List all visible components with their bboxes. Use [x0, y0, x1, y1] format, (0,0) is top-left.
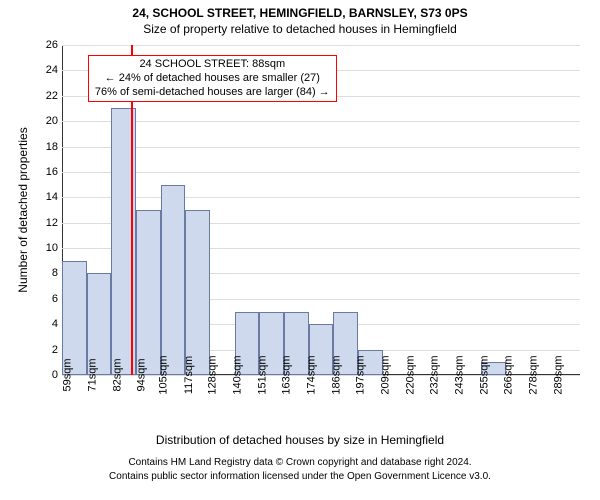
- plot-area: 59sqm71sqm82sqm94sqm105sqm117sqm128sqm14…: [62, 45, 580, 375]
- xtick-label: 232sqm: [425, 355, 441, 394]
- ytick-label: 14: [46, 191, 62, 203]
- xtick-label: 105sqm: [153, 355, 169, 394]
- chart-title-main: 24, SCHOOL STREET, HEMINGFIELD, BARNSLEY…: [0, 6, 600, 20]
- ytick-label: 12: [46, 217, 62, 229]
- annotation-line3: 76% of semi-detached houses are larger (…: [95, 86, 330, 100]
- ytick-label: 18: [46, 141, 62, 153]
- chart-title-sub: Size of property relative to detached ho…: [0, 22, 600, 36]
- xtick-label: 255sqm: [474, 355, 490, 394]
- xtick-label: 186sqm: [326, 355, 342, 394]
- xtick-label: 151sqm: [252, 355, 268, 394]
- xtick-label: 128sqm: [203, 355, 219, 394]
- bar: [161, 185, 186, 375]
- ytick-label: 16: [46, 166, 62, 178]
- xtick-label: 243sqm: [450, 355, 466, 394]
- ytick-label: 24: [46, 64, 62, 76]
- yaxis-title: Number of detached properties: [16, 45, 30, 375]
- annotation-line2: ← 24% of detached houses are smaller (27…: [95, 72, 330, 86]
- ytick-label: 2: [52, 344, 62, 356]
- xaxis-title: Distribution of detached houses by size …: [0, 433, 600, 447]
- xtick-label: 278sqm: [524, 355, 540, 394]
- xtick-label: 174sqm: [301, 355, 317, 394]
- caption-line2: Contains public sector information licen…: [0, 471, 600, 482]
- bar: [136, 210, 161, 375]
- xtick-label: 197sqm: [351, 355, 367, 394]
- ytick-label: 20: [46, 115, 62, 127]
- xtick-label: 140sqm: [227, 355, 243, 394]
- caption-line1: Contains HM Land Registry data © Crown c…: [0, 457, 600, 468]
- ytick-label: 8: [52, 267, 62, 279]
- ytick-label: 22: [46, 90, 62, 102]
- ytick-label: 0: [52, 369, 62, 381]
- xtick-label: 163sqm: [277, 355, 293, 394]
- ytick-label: 4: [52, 318, 62, 330]
- ytick-label: 6: [52, 293, 62, 305]
- xtick-label: 266sqm: [499, 355, 515, 394]
- xtick-label: 209sqm: [375, 355, 391, 394]
- xtick-label: 94sqm: [132, 358, 148, 391]
- ytick-label: 26: [46, 39, 62, 51]
- annotation-box: 24 SCHOOL STREET: 88sqm ← 24% of detache…: [88, 55, 337, 102]
- annotation-line1: 24 SCHOOL STREET: 88sqm: [95, 58, 330, 72]
- xtick-label: 82sqm: [107, 358, 123, 391]
- ytick-label: 10: [46, 242, 62, 254]
- xtick-label: 220sqm: [400, 355, 416, 394]
- xtick-label: 289sqm: [548, 355, 564, 394]
- xtick-label: 71sqm: [82, 358, 98, 391]
- bar: [185, 210, 210, 375]
- xtick-label: 117sqm: [179, 356, 195, 394]
